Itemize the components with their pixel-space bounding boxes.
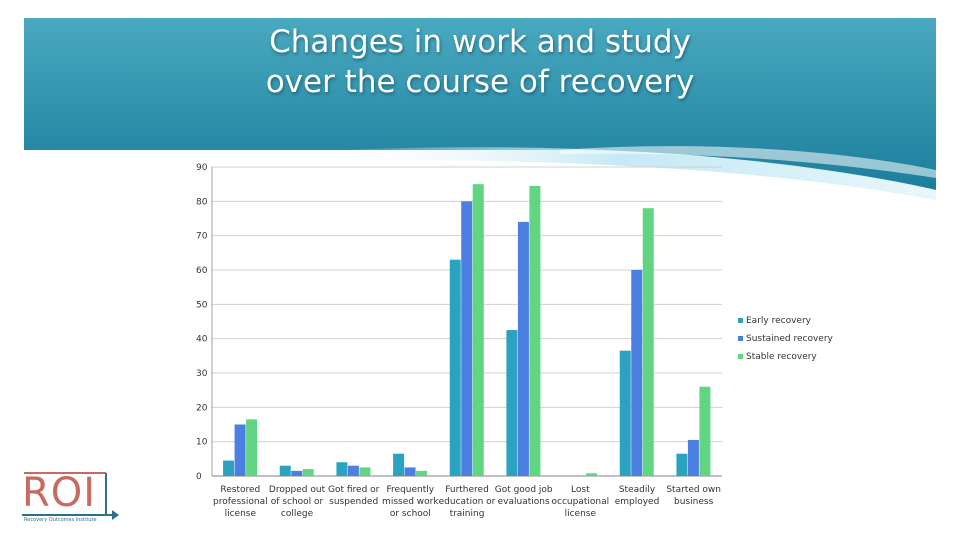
x-category-label: business [674, 497, 714, 507]
bar [619, 350, 631, 476]
bar [449, 259, 461, 476]
bar [279, 465, 291, 476]
bar [461, 201, 473, 477]
x-category-label: Lost [571, 485, 590, 495]
title-line-1: Changes in work and study [269, 24, 691, 60]
banner-swoosh-highlight [560, 146, 936, 178]
x-category-label: Dropped out [269, 485, 326, 495]
bar [347, 465, 359, 476]
bar [302, 469, 314, 476]
bar [506, 330, 518, 476]
logo-subtitle: Recovery Outcomes Institute [24, 517, 97, 523]
bar [359, 467, 371, 476]
bar [529, 185, 541, 476]
bar [246, 419, 258, 476]
bar [393, 453, 405, 476]
x-category-label: suspended [329, 497, 378, 507]
y-tick-label: 30 [196, 369, 208, 379]
bar [336, 462, 348, 476]
legend-label: Stable recovery [746, 352, 817, 362]
x-category-label: or school [390, 509, 431, 519]
legend-swatch [738, 354, 743, 359]
bar [416, 470, 428, 476]
y-tick-label: 50 [196, 300, 208, 310]
slide-title: Changes in work and study over the cours… [180, 22, 780, 102]
bar [472, 184, 484, 476]
legend: Early recovery Sustained recovery Stable r… [738, 316, 834, 362]
bar [517, 221, 529, 476]
legend-swatch [738, 318, 743, 323]
bar-layer [223, 184, 711, 477]
legend-label: Sustained recovery [746, 334, 834, 344]
logo: ROI Recovery Outcomes Institute [22, 470, 132, 530]
bar [631, 270, 643, 476]
x-category-label: training [450, 509, 485, 519]
x-category-label: Furthered [445, 485, 489, 495]
legend-swatch [738, 336, 743, 341]
bar [687, 439, 699, 476]
x-category-label: Got good job [495, 485, 553, 495]
y-tick-label: 80 [196, 197, 208, 207]
bar [699, 386, 711, 476]
y-tick-label: 60 [196, 266, 208, 276]
bar [404, 467, 416, 476]
y-tick-label: 40 [196, 335, 208, 345]
bar [223, 460, 235, 476]
x-category-label: missed work [382, 497, 439, 507]
x-category-label: Got fired or [328, 485, 380, 495]
x-category-label: occupational [552, 497, 610, 507]
x-category-label: Restored [220, 485, 260, 495]
bar [586, 473, 598, 476]
y-tick-label: 90 [196, 163, 208, 173]
label-layer: 0 10 20 30 40 50 60 70 80 90 Restored professional l… [196, 163, 721, 519]
x-category-label: license [225, 509, 257, 519]
y-tick-label: 20 [196, 403, 208, 413]
y-tick-label: 10 [196, 438, 208, 448]
title-line-2: over the course of recovery [265, 64, 695, 100]
x-category-label: of school or [271, 497, 324, 507]
x-category-label: Frequently [387, 485, 435, 495]
x-category-label: professional [213, 497, 268, 507]
x-category-label: Started own [666, 485, 721, 495]
y-tick-label: 70 [196, 232, 208, 242]
x-category-label: employed [615, 497, 660, 507]
banner-swoosh [300, 147, 936, 200]
x-category-label: college [281, 509, 314, 519]
x-category-label: license [565, 509, 597, 519]
bar [291, 470, 303, 476]
bar [642, 208, 654, 476]
y-tick-label: 0 [196, 472, 202, 482]
legend-label: Early recovery [746, 316, 812, 326]
logo-wordmark: ROI [22, 470, 97, 516]
x-category-label: Steadily [619, 485, 656, 495]
x-category-label: education or [439, 497, 496, 507]
bar [234, 424, 246, 476]
logo-arrow-icon [22, 472, 119, 520]
x-category-label: evaluations [498, 497, 550, 507]
bar [676, 453, 688, 476]
